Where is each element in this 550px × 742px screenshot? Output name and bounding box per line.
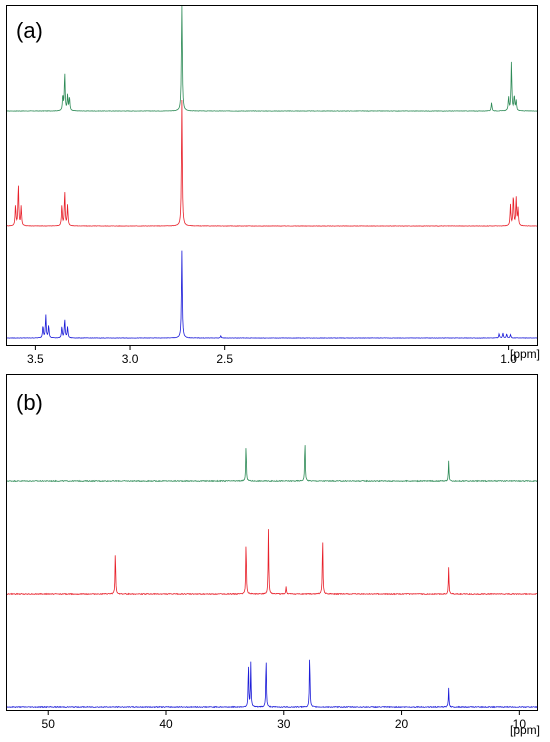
x-tick-label: 40	[159, 717, 173, 731]
panel-b-x-unit: [ppm]	[510, 723, 540, 737]
panel-b-letter: (b)	[16, 390, 43, 415]
panel-a: (a) 3.5 3.0 2.5 1.0 [ppm]	[6, 5, 540, 366]
x-tick-label: 3.5	[27, 352, 44, 366]
x-tick-label: 50	[42, 717, 56, 731]
panel-a-spectra	[6, 5, 538, 339]
spectrum-trace-green	[6, 445, 538, 483]
panel-b: (b) 50 40 30 20 10 [ppm]	[6, 374, 540, 737]
x-tick-label: 2.5	[216, 352, 233, 366]
panel-a-frame	[6, 5, 538, 346]
x-tick-label: 10	[513, 717, 527, 731]
x-tick-label: 30	[277, 717, 291, 731]
panel-a-x-unit: [ppm]	[510, 347, 540, 361]
x-tick-label: 3.0	[122, 352, 139, 366]
spectrum-trace-blue	[6, 659, 538, 709]
panel-a-x-axis: 3.5 3.0 2.5 1.0	[27, 345, 517, 366]
panel-b-x-axis: 50 40 30 20 10	[42, 710, 527, 731]
spectrum-trace-blue	[6, 250, 538, 339]
spectrum-trace-red	[6, 529, 538, 596]
x-tick-label: 20	[395, 717, 409, 731]
panel-b-spectra	[6, 445, 538, 709]
spectrum-trace-green	[6, 5, 537, 112]
panel-a-letter: (a)	[16, 18, 43, 43]
spectrum-trace-red	[6, 99, 538, 227]
x-tick-label: 1.0	[500, 352, 517, 366]
panel-b-frame	[6, 374, 538, 711]
